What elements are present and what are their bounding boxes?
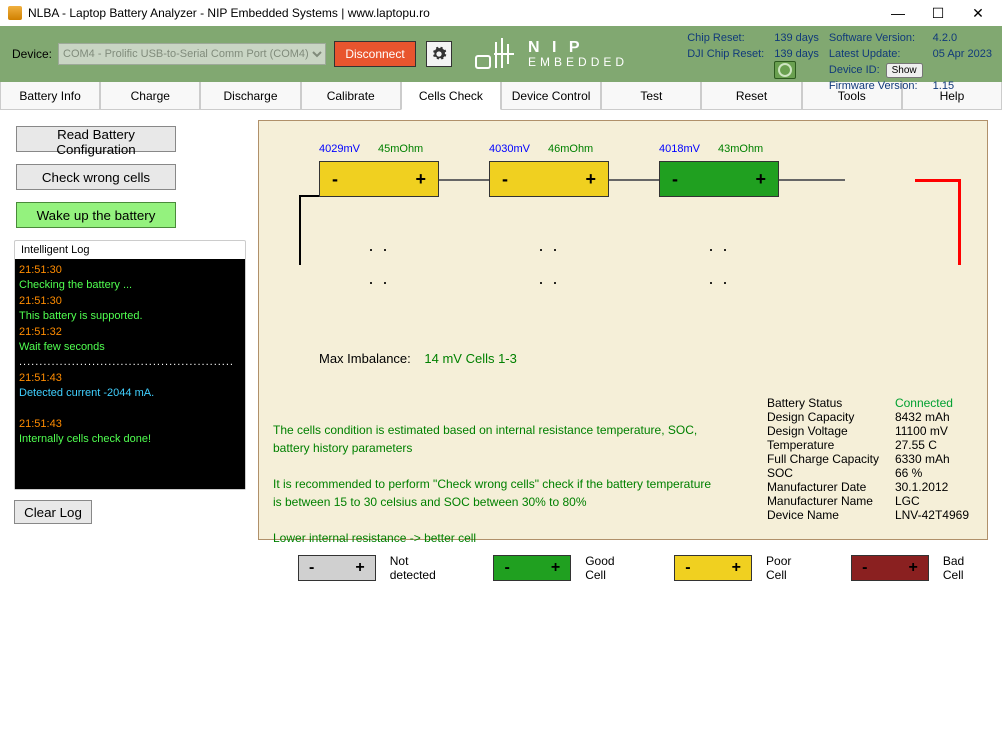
legend-not-detected-label: Not detected [390, 554, 458, 582]
description-p1: The cells condition is estimated based o… [273, 421, 719, 457]
cell-3-resistance: 43mOhm [718, 143, 763, 155]
software-version-label: Software Version: [829, 32, 915, 44]
status-key: Manufacturer Date [767, 480, 895, 494]
status-value: 6330 mAh [895, 452, 950, 466]
logo-text-bottom: EMBEDDED [528, 56, 628, 69]
minimize-button[interactable]: — [878, 1, 918, 25]
cells-diagram-panel: 4029mV 45mOhm -+ 4030mV 46mOhm -+ 4018mV 43mOhm… [258, 120, 988, 540]
description-p2: It is recommended to perform "Check wron… [273, 475, 719, 511]
status-key: SOC [767, 466, 895, 480]
device-label: Device: [12, 47, 52, 61]
firmware-version-label: Firmware Version: [829, 80, 918, 92]
legend-bad-swatch: -+ [851, 555, 929, 581]
brand-logo: N I P EMBEDDED [474, 36, 628, 72]
status-key: Temperature [767, 438, 895, 452]
deviceid-show-button[interactable]: Show [886, 63, 923, 78]
status-value: LGC [895, 494, 920, 508]
cell-3: -+ [659, 161, 779, 197]
tab-device-control[interactable]: Device Control [501, 82, 601, 110]
chip-reset-value: 139 days [774, 32, 819, 44]
wake-battery-button[interactable]: Wake up the battery [16, 202, 176, 228]
description-p3: Lower internal resistance -> better cell [273, 529, 719, 547]
chip-reset-label: Chip Reset: [687, 32, 744, 44]
status-value: 30.1.2012 [895, 480, 948, 494]
tab-battery-info[interactable]: Battery Info [0, 82, 100, 110]
cell-1-voltage: 4029mV [319, 143, 360, 155]
settings-gear-icon[interactable] [426, 41, 452, 67]
check-wrong-cells-button[interactable]: Check wrong cells [16, 164, 176, 190]
status-key: Full Charge Capacity [767, 452, 895, 466]
device-select[interactable]: COM4 - Prolific USB-to-Serial Comm Port … [58, 43, 326, 65]
cell-2-voltage: 4030mV [489, 143, 530, 155]
tab-cells-check[interactable]: Cells Check [401, 82, 501, 110]
dji-chip-value: 139 days [774, 48, 819, 60]
status-key: Design Voltage [767, 424, 895, 438]
status-value: LNV-42T4969 [895, 508, 969, 522]
status-value: 66 % [895, 466, 922, 480]
cell-2-resistance: 46mOhm [548, 143, 593, 155]
status-value: Connected [895, 396, 953, 410]
legend-poor-swatch: -+ [674, 555, 752, 581]
window-title: NLBA - Laptop Battery Analyzer - NIP Emb… [28, 6, 878, 20]
legend-poor-label: Poor Cell [766, 554, 815, 582]
legend-not-detected-swatch: -+ [298, 555, 376, 581]
maximize-button[interactable]: ☐ [918, 1, 958, 25]
cell-1: -+ [319, 161, 439, 197]
close-button[interactable]: ✕ [958, 1, 998, 25]
status-key: Manufacturer Name [767, 494, 895, 508]
firmware-version-value: 1.15 [933, 80, 954, 92]
cell-3-voltage: 4018mV [659, 143, 700, 155]
clear-log-button[interactable]: Clear Log [14, 500, 92, 524]
log-title: Intelligent Log [15, 241, 245, 259]
legend-good-label: Good Cell [585, 554, 638, 582]
status-value: 8432 mAh [895, 410, 950, 424]
status-key: Battery Status [767, 396, 895, 410]
max-imbalance-value: 14 mV Cells 1-3 [424, 351, 516, 366]
cell-1-resistance: 45mOhm [378, 143, 423, 155]
latest-update-value: 05 Apr 2023 [933, 48, 992, 60]
intelligent-log[interactable]: 21:51:30Checking the battery ... 21:51:3… [15, 259, 245, 489]
latest-update-label: Latest Update: [829, 48, 901, 60]
max-imbalance-label: Max Imbalance: [319, 351, 411, 366]
status-value: 11100 mV [895, 424, 948, 438]
legend-bad-label: Bad Cell [943, 554, 988, 582]
cell-2: -+ [489, 161, 609, 197]
disconnect-button[interactable]: Disconnect [334, 41, 416, 67]
tab-discharge[interactable]: Discharge [200, 82, 300, 110]
read-battery-config-button[interactable]: Read Battery Configuration [16, 126, 176, 152]
software-version-value: 4.2.0 [933, 32, 957, 44]
dji-chip-label: DJI Chip Reset: [687, 48, 764, 60]
camera-icon[interactable] [774, 61, 796, 79]
tab-charge[interactable]: Charge [100, 82, 200, 110]
deviceid-label: Device ID: [829, 64, 880, 76]
status-key: Design Capacity [767, 410, 895, 424]
app-icon [8, 6, 22, 20]
logo-text-top: N I P [528, 39, 628, 57]
status-value: 27.55 C [895, 438, 937, 452]
status-key: Device Name [767, 508, 895, 522]
legend-good-swatch: -+ [493, 555, 571, 581]
tab-calibrate[interactable]: Calibrate [301, 82, 401, 110]
